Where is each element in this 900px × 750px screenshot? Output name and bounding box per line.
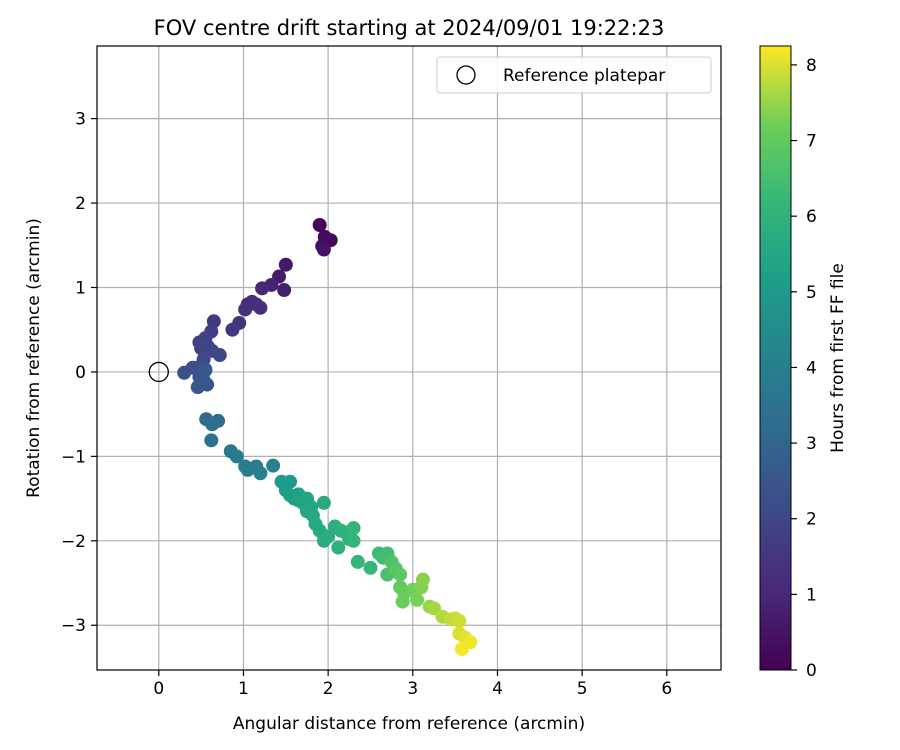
x-tick-label: 0 xyxy=(153,679,164,699)
data-point xyxy=(410,592,425,607)
data-point xyxy=(253,300,268,315)
y-tick-label: 2 xyxy=(75,194,86,214)
y-axis-label: Rotation from reference (arcmin) xyxy=(24,218,44,498)
data-point xyxy=(346,533,361,548)
colorbar-tick-label: 8 xyxy=(806,56,817,76)
data-point xyxy=(238,302,253,317)
colorbar-label: Hours from first FF file xyxy=(828,263,848,453)
colorbar-gradient xyxy=(759,45,792,671)
y-tick-label: −3 xyxy=(61,616,86,636)
y-tick-label: 1 xyxy=(75,278,86,298)
data-point xyxy=(393,567,408,582)
colorbar: 0 1 2 3 4 5 6 7 8 Hours from first FF file xyxy=(759,45,848,681)
data-point xyxy=(452,614,467,629)
data-point xyxy=(350,554,365,569)
x-tick-label: 2 xyxy=(323,679,334,699)
x-tick-label: 6 xyxy=(661,679,672,699)
data-point xyxy=(278,257,293,272)
data-point xyxy=(198,363,213,378)
data-point xyxy=(316,242,331,257)
x-tick-label: 1 xyxy=(238,679,249,699)
y-tick-label: −1 xyxy=(61,447,86,467)
data-point xyxy=(331,540,346,555)
grid xyxy=(97,46,721,670)
data-point xyxy=(346,521,361,536)
legend-entry: Reference platepar xyxy=(503,66,665,86)
legend-marker xyxy=(456,65,476,85)
data-point xyxy=(204,433,219,448)
data-point xyxy=(255,281,270,296)
data-point xyxy=(321,529,336,544)
data-point xyxy=(363,560,378,575)
colorbar-tick-label: 5 xyxy=(806,283,817,303)
colorbar-tick-label: 6 xyxy=(806,207,817,227)
colorbar-tick-label: 4 xyxy=(806,358,817,378)
y-tick-label: 3 xyxy=(75,110,86,130)
colorbar-tick-label: 7 xyxy=(806,132,817,152)
y-tick-label: −2 xyxy=(61,532,86,552)
y-tick-label: 0 xyxy=(75,363,86,383)
y-axis-ticks: −3 −2 −1 0 1 2 3 xyxy=(61,110,97,636)
colorbar-tick-label: 3 xyxy=(806,434,817,454)
data-point xyxy=(205,417,220,432)
data-point xyxy=(277,283,292,298)
x-axis-label: Angular distance from reference (arcmin) xyxy=(233,714,585,734)
legend: Reference platepar xyxy=(436,56,712,94)
data-point xyxy=(190,380,205,395)
x-axis-ticks: 0 1 2 3 4 5 6 xyxy=(153,670,672,699)
data-point xyxy=(283,474,298,489)
data-point xyxy=(225,322,240,337)
legend-box xyxy=(436,56,712,94)
colorbar-tick-label: 2 xyxy=(806,510,817,530)
data-point xyxy=(415,572,430,587)
data-point xyxy=(426,601,441,616)
data-points xyxy=(148,218,478,656)
colorbar-tick-label: 1 xyxy=(806,585,817,605)
reference-point xyxy=(148,361,169,383)
colorbar-tick-label: 0 xyxy=(806,661,817,681)
data-point xyxy=(253,466,268,481)
plot-frame xyxy=(96,45,722,671)
data-point xyxy=(316,495,331,510)
chart-title: FOV centre drift starting at 2024/09/01 … xyxy=(154,16,665,40)
data-point xyxy=(266,458,281,473)
data-point xyxy=(177,365,192,380)
data-point xyxy=(229,449,244,464)
data-point xyxy=(454,641,469,656)
x-tick-label: 5 xyxy=(577,679,588,699)
data-point xyxy=(312,218,327,233)
data-point xyxy=(395,594,410,609)
x-tick-label: 4 xyxy=(492,679,503,699)
data-point xyxy=(212,348,227,363)
x-tick-label: 3 xyxy=(407,679,418,699)
colorbar-ticks: 0 1 2 3 4 5 6 7 8 xyxy=(791,56,817,681)
